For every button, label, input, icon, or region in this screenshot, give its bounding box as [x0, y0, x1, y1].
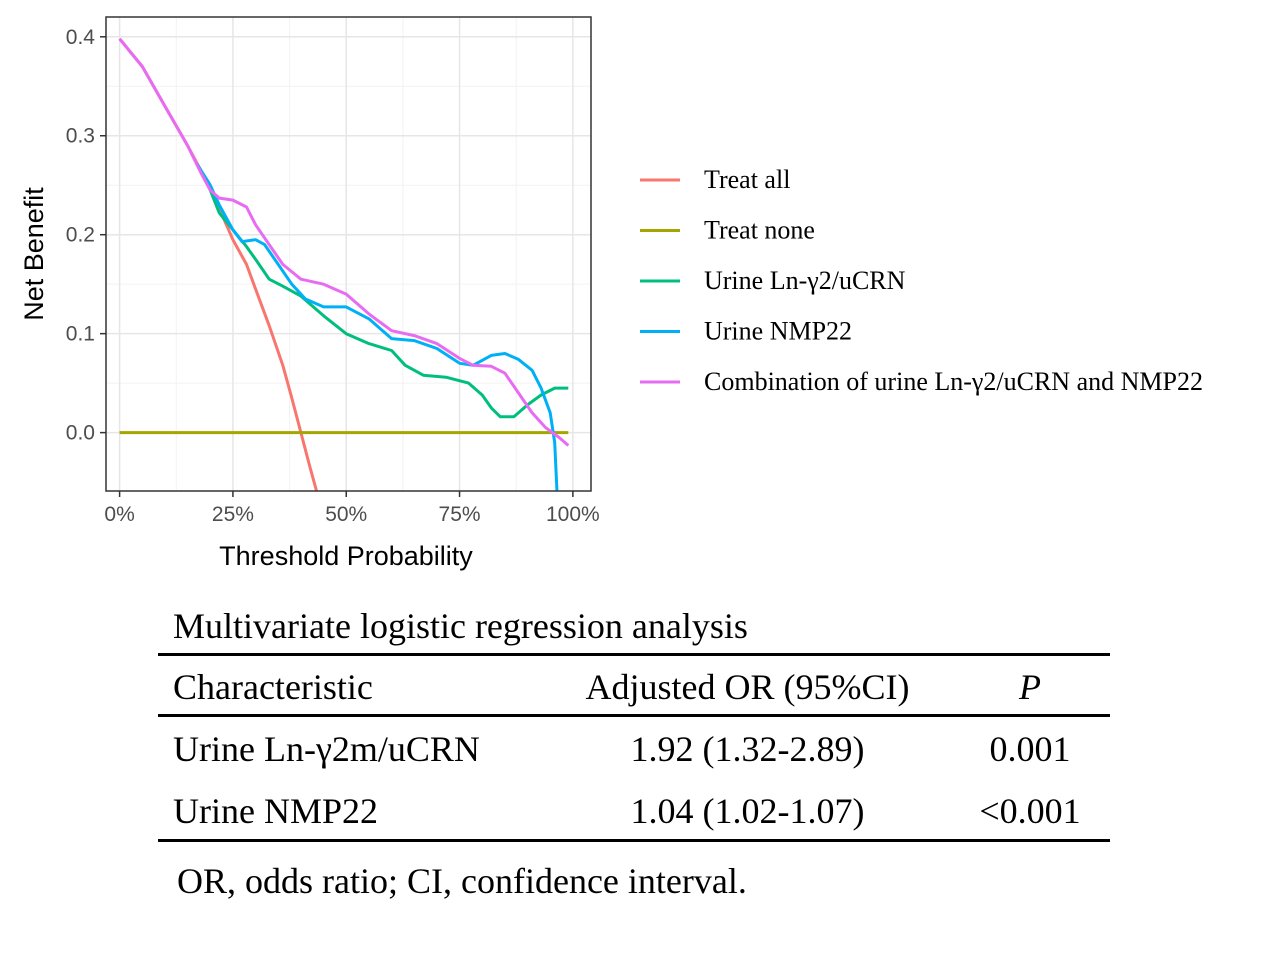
series-line-3: [195, 162, 569, 419]
table-footnote: OR, odds ratio; CI, confidence interval.: [177, 861, 747, 901]
legend-label-3: Urine Ln-γ2/uCRN: [704, 266, 906, 295]
header-p-value: P: [1019, 667, 1041, 707]
legend-label-2: Treat none: [704, 216, 815, 245]
x-tick-label: 25%: [212, 503, 254, 526]
row-2-characteristic: Urine NMP22: [173, 791, 378, 831]
x-tick-label: 0%: [104, 503, 134, 526]
x-tick-label: 50%: [325, 503, 367, 526]
series-line-4: [195, 162, 559, 491]
chart-legend: Treat all Treat none Urine Ln-γ2/uCRN Urine…: [640, 165, 1203, 396]
table-header-rule: [158, 714, 1110, 717]
y-tick-label: 0.3: [66, 125, 95, 148]
header-characteristic: Characteristic: [173, 667, 373, 707]
y-tick-label: 0.1: [66, 323, 95, 346]
y-tick-label: 0.2: [66, 224, 95, 247]
x-axis-title: Threshold Probability: [219, 541, 473, 571]
row-1-p-value: 0.001: [989, 729, 1071, 769]
table-top-rule: [158, 653, 1110, 656]
legend-label-5: Combination of urine Ln-γ2/uCRN and NMP2…: [704, 367, 1203, 396]
table-bottom-rule: [158, 839, 1110, 842]
row-1-adjusted-or: 1.92 (1.32-2.89): [630, 729, 865, 769]
decision-curve-chart: 0% 25% 50% 75% 100% 0.0 0.1 0.2 0.3 0.4 Threshold…: [19, 16, 1203, 571]
chart-axes: 0% 25% 50% 75% 100% 0.0 0.1 0.2 0.3 0.4: [66, 26, 600, 526]
y-tick-label: 0.0: [66, 422, 95, 445]
chart-series: [118, 37, 570, 491]
row-2-adjusted-or: 1.04 (1.02-1.07): [630, 791, 865, 831]
x-tick-label: 75%: [439, 503, 481, 526]
table-title: Multivariate logistic regression analysi…: [173, 606, 748, 646]
row-1-characteristic: Urine Ln-γ2m/uCRN: [173, 729, 480, 769]
series-line-5: [118, 37, 570, 447]
header-adjusted-or: Adjusted OR (95%CI): [585, 667, 910, 707]
x-tick-label: 100%: [546, 503, 600, 526]
row-2-p-value: <0.001: [979, 791, 1081, 831]
y-axis-title: Net Benefit: [19, 187, 49, 321]
y-tick-label: 0.4: [66, 26, 96, 49]
plot-panel-border: [105, 16, 592, 492]
legend-label-4: Urine NMP22: [704, 317, 852, 346]
legend-label-1: Treat all: [704, 165, 790, 194]
